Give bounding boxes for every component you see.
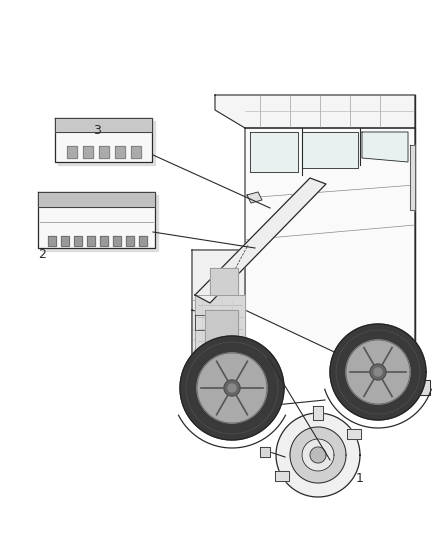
Polygon shape <box>276 413 360 497</box>
Polygon shape <box>370 364 386 380</box>
Polygon shape <box>126 236 134 246</box>
Text: 3: 3 <box>93 124 101 136</box>
Polygon shape <box>58 121 155 165</box>
Polygon shape <box>205 310 238 355</box>
Polygon shape <box>195 178 326 303</box>
Polygon shape <box>41 195 158 251</box>
Polygon shape <box>87 236 95 246</box>
Polygon shape <box>330 324 426 420</box>
Polygon shape <box>210 268 238 295</box>
Text: 1: 1 <box>356 472 364 484</box>
Polygon shape <box>195 295 245 380</box>
Polygon shape <box>302 439 334 471</box>
Polygon shape <box>192 310 242 405</box>
Polygon shape <box>115 146 125 158</box>
Polygon shape <box>38 192 155 207</box>
Polygon shape <box>290 427 346 483</box>
Polygon shape <box>99 146 109 158</box>
Polygon shape <box>302 132 358 168</box>
Polygon shape <box>83 146 93 158</box>
Polygon shape <box>180 336 284 440</box>
Polygon shape <box>61 236 69 246</box>
Polygon shape <box>250 132 298 172</box>
Polygon shape <box>38 192 155 248</box>
Polygon shape <box>410 145 415 210</box>
Polygon shape <box>215 95 415 128</box>
Polygon shape <box>313 406 323 420</box>
Polygon shape <box>113 236 121 246</box>
Polygon shape <box>131 146 141 158</box>
Polygon shape <box>415 380 430 395</box>
Polygon shape <box>195 315 218 330</box>
Polygon shape <box>100 236 108 246</box>
Polygon shape <box>374 368 382 376</box>
Polygon shape <box>139 236 147 246</box>
Polygon shape <box>55 118 152 162</box>
Polygon shape <box>275 471 289 481</box>
Polygon shape <box>197 353 267 423</box>
Polygon shape <box>190 95 415 410</box>
Polygon shape <box>347 429 361 439</box>
Polygon shape <box>362 132 408 162</box>
Polygon shape <box>260 447 270 457</box>
Polygon shape <box>245 128 415 390</box>
Polygon shape <box>228 384 236 392</box>
Polygon shape <box>247 192 262 203</box>
Polygon shape <box>48 236 56 246</box>
Polygon shape <box>55 118 152 132</box>
Polygon shape <box>67 146 77 158</box>
Polygon shape <box>346 340 410 404</box>
Text: 2: 2 <box>38 248 46 262</box>
Polygon shape <box>224 380 240 396</box>
Polygon shape <box>310 447 326 463</box>
Polygon shape <box>190 388 245 415</box>
Polygon shape <box>192 250 245 405</box>
Polygon shape <box>74 236 82 246</box>
